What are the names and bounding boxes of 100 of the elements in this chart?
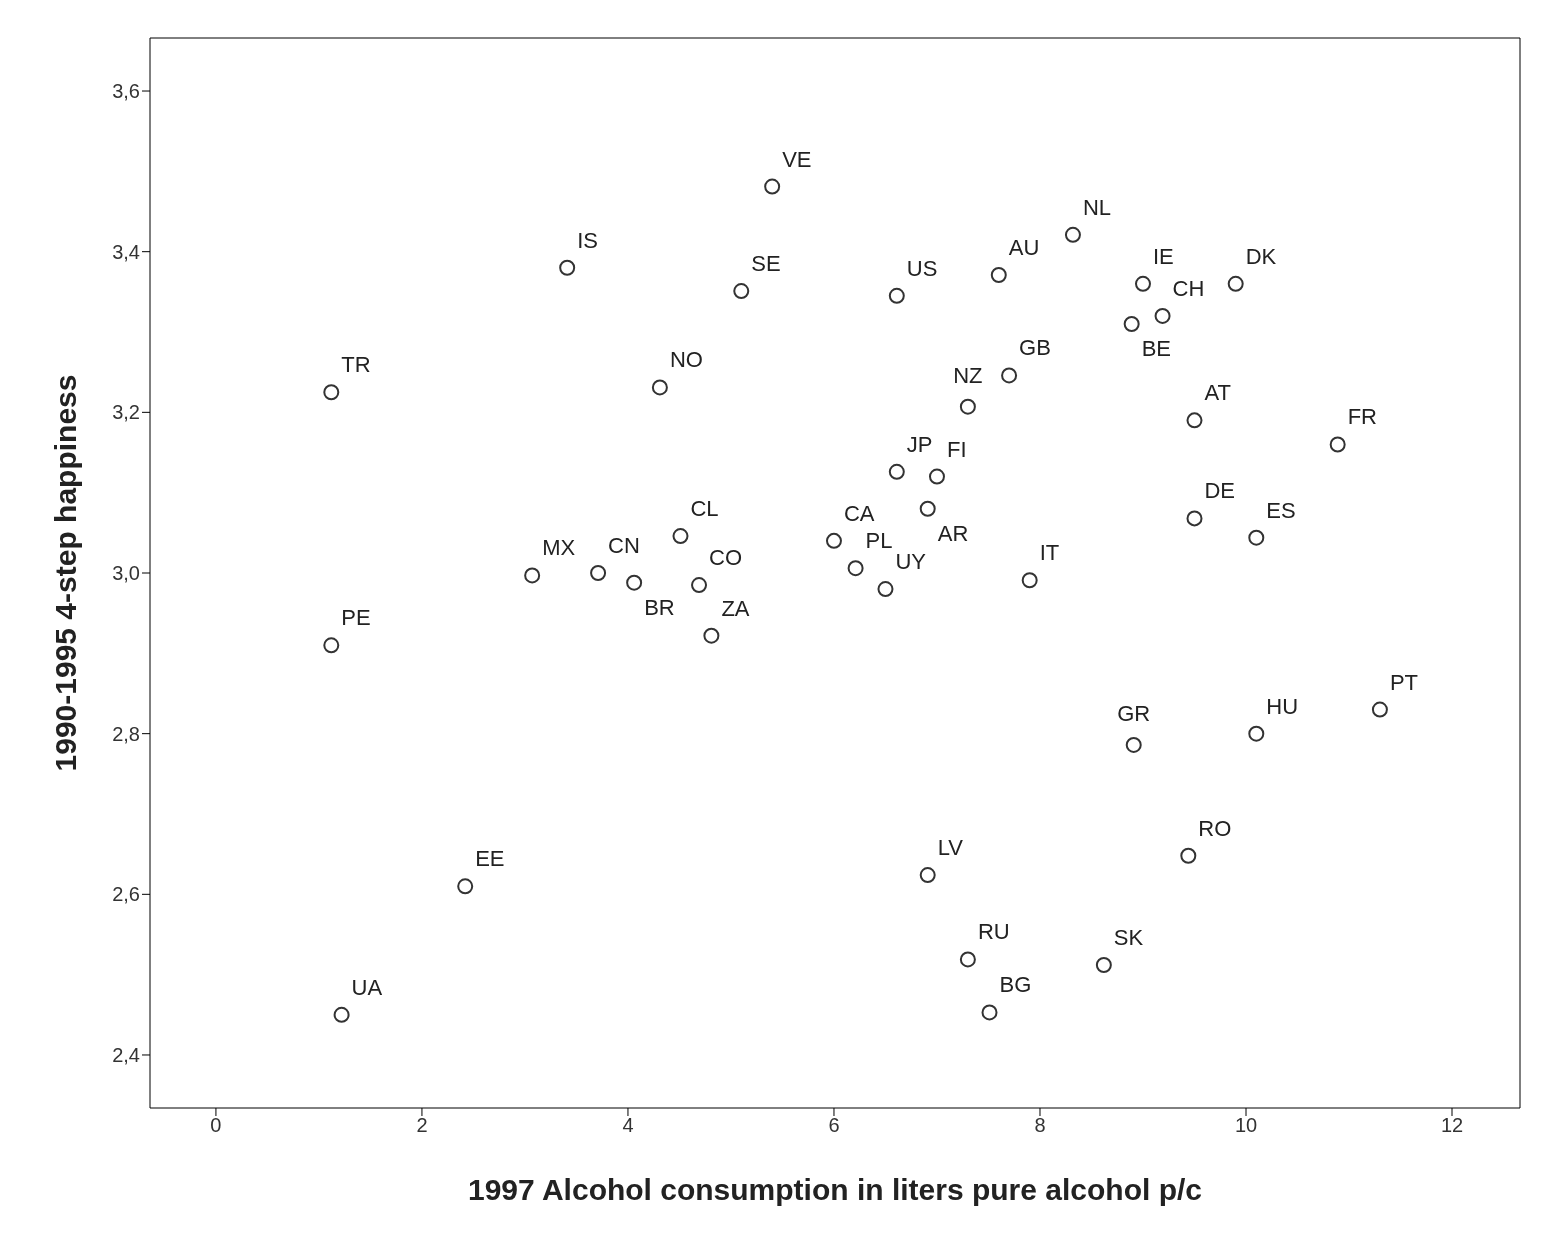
point [323, 384, 340, 401]
annotation: PL [865, 528, 893, 554]
x-tick-label: 4 [622, 1114, 634, 1137]
annotation: DK [1245, 243, 1277, 269]
annotation: VE [782, 146, 812, 172]
point [1329, 436, 1346, 453]
point [703, 627, 720, 644]
annotation: BE [1141, 335, 1172, 361]
annotation: NL [1082, 194, 1112, 220]
annotation: FI [946, 436, 967, 462]
point [888, 463, 905, 480]
point [825, 532, 842, 549]
annotation: CL [690, 496, 719, 522]
annotation: UA [351, 974, 383, 1000]
point [1186, 510, 1203, 527]
point [1180, 847, 1197, 864]
annotation: DE [1204, 478, 1236, 504]
point [877, 581, 894, 598]
x-tick-label: 12 [1440, 1114, 1464, 1137]
point [1125, 736, 1142, 753]
x-tick-label: 2 [416, 1114, 428, 1137]
point [672, 528, 689, 545]
y-tick-label: 3,2 [112, 401, 140, 424]
point [1134, 275, 1151, 292]
y-axis-title: 1990-1995 4-step happiness [48, 374, 82, 772]
point [764, 178, 781, 195]
point [928, 468, 945, 485]
annotation: BR [644, 594, 675, 620]
point [1021, 572, 1038, 589]
point [333, 1006, 350, 1023]
annotation: CH [1172, 275, 1205, 301]
point [1095, 957, 1112, 974]
annotation: SE [751, 251, 781, 277]
point [1186, 412, 1203, 429]
annotation: GR [1117, 700, 1151, 726]
x-tick-label: 0 [210, 1114, 222, 1137]
annotation: ES [1266, 497, 1296, 523]
point [1371, 701, 1388, 718]
y-tick-label: 2,8 [112, 722, 140, 745]
point [1248, 725, 1265, 742]
x-axis-title: 1997 Alcohol consumption in liters pure alcohol p/c [467, 1173, 1203, 1206]
annotation: US [906, 255, 938, 281]
annotation: CN [608, 533, 640, 558]
point [990, 266, 1007, 283]
annotation: BG [999, 972, 1032, 998]
annotation: RO [1198, 815, 1232, 841]
point [691, 577, 708, 594]
point [457, 878, 474, 895]
x-tick-label: 10 [1234, 1114, 1258, 1137]
point [959, 951, 976, 968]
y-tick-label: 2,6 [112, 883, 140, 906]
annotation: CO [709, 545, 743, 571]
x-tick-label: 8 [1034, 1114, 1046, 1137]
annotation: RU [977, 919, 1010, 945]
point [1001, 367, 1018, 384]
annotation: MX [542, 535, 576, 561]
annotation: IS [577, 227, 598, 253]
point [559, 259, 576, 276]
point [919, 500, 936, 517]
annotation: CA [843, 500, 875, 526]
point [323, 637, 340, 654]
annotation: UY [895, 549, 927, 575]
point [981, 1004, 998, 1021]
x-tick-label: 6 [828, 1114, 840, 1137]
point [847, 560, 864, 577]
y-tick-label: 3,6 [112, 80, 140, 103]
point [651, 379, 668, 396]
point [733, 283, 750, 300]
annotation: AU [1008, 234, 1040, 260]
annotation: FR [1347, 404, 1377, 430]
point [919, 867, 936, 884]
y-tick-label: 2,4 [112, 1044, 140, 1067]
annotation: HU [1266, 693, 1299, 719]
point [590, 565, 607, 581]
annotation: GB [1019, 335, 1051, 361]
annotation: TR [341, 352, 371, 378]
annotation: AR [937, 520, 969, 546]
annotation: NO [669, 347, 703, 373]
y-tick-label: 3,0 [112, 562, 140, 585]
point [1248, 529, 1265, 546]
annotation: IE [1152, 243, 1174, 269]
point [959, 398, 976, 415]
annotation: LV [937, 835, 964, 861]
annotation: NZ [953, 362, 983, 388]
annotation: SK [1113, 925, 1144, 951]
point [1227, 275, 1244, 292]
point [1154, 307, 1171, 324]
annotation: PT [1389, 669, 1419, 695]
annotation: PE [341, 605, 371, 631]
y-tick-label: 3,4 [112, 240, 140, 263]
point [524, 567, 541, 584]
annotation: ZA [721, 595, 750, 621]
annotation: AT [1204, 380, 1231, 406]
point [1123, 315, 1140, 332]
point [626, 574, 643, 591]
point [1064, 226, 1081, 243]
annotation: JP [906, 431, 933, 457]
point [888, 287, 905, 304]
annotation: EE [475, 846, 505, 872]
annotation: IT [1039, 540, 1060, 566]
